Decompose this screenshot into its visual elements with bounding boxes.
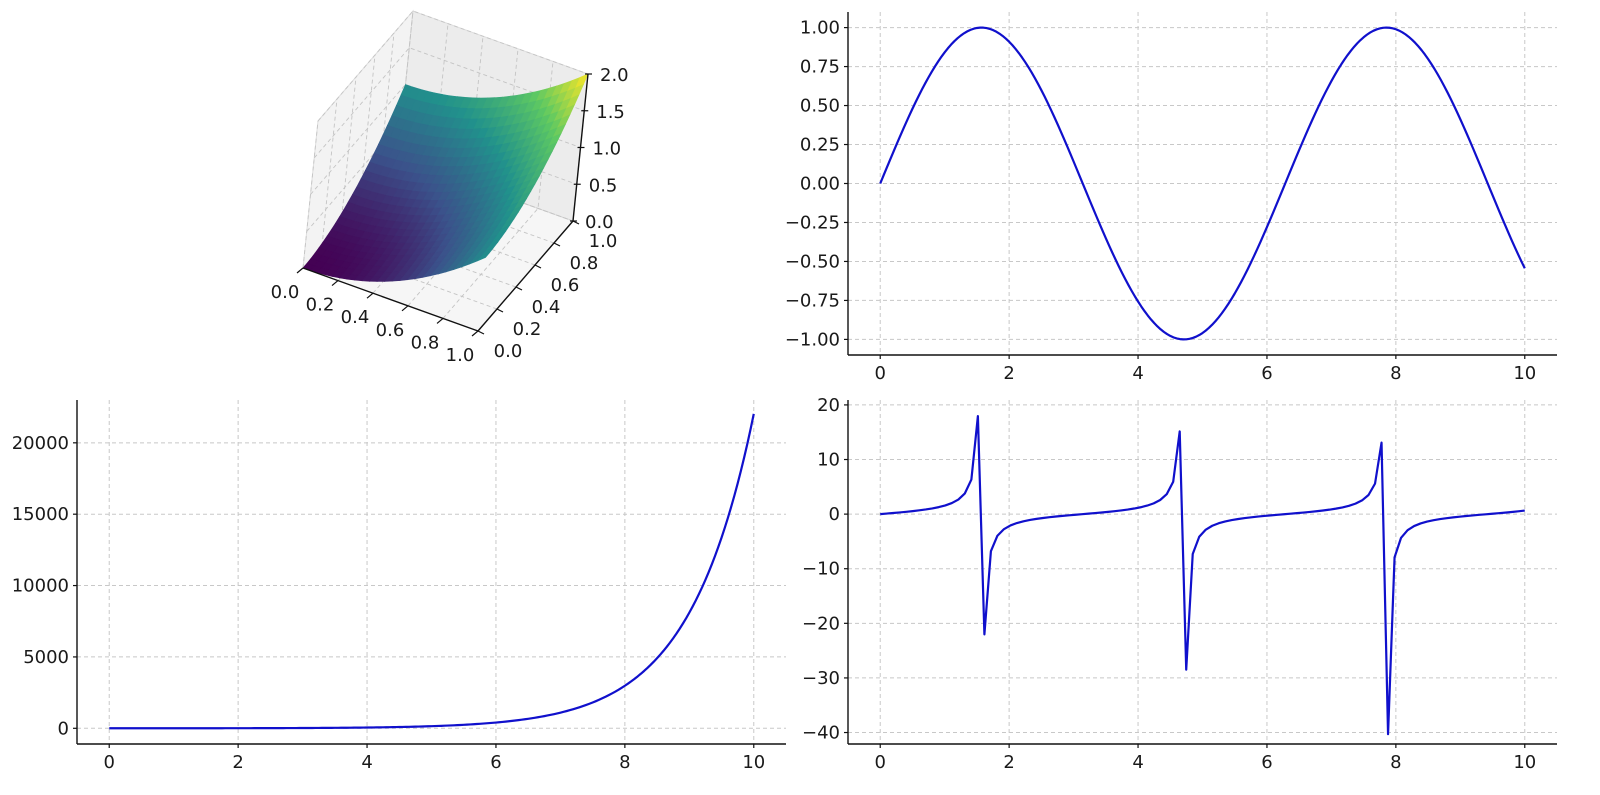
x-tick-mark-3d <box>296 267 304 274</box>
y-axis-line-3d <box>477 220 574 332</box>
x-tick-label: 6 <box>490 752 501 773</box>
x-tick-label: 4 <box>361 752 372 773</box>
surface-mesh <box>302 73 589 282</box>
y-tick-mark-3d <box>477 330 485 335</box>
y-tick-label: −20 <box>802 613 840 634</box>
y-tick-label: −0.25 <box>785 212 840 233</box>
x-tick-label: 0 <box>875 752 886 773</box>
y-tick-label: −1.00 <box>785 329 840 350</box>
exp-line-panel: 0 2 4 6 8 10 0 5000 10000 15000 20000 <box>12 400 786 773</box>
y-tick-label-3d: 0.0 <box>494 341 523 362</box>
series-line <box>109 413 755 730</box>
y-tick-label: −0.75 <box>785 290 840 311</box>
x-tick-label: 4 <box>1132 363 1143 384</box>
y-tick-label: 5000 <box>23 647 69 668</box>
surface-facet <box>477 252 490 262</box>
z-gridline-3d <box>313 47 585 159</box>
y-tick-label: 0.75 <box>800 57 840 78</box>
z-tick-label-3d: 0.5 <box>589 175 618 196</box>
x-tick-mark-3d <box>471 330 479 337</box>
x-tick-label: 8 <box>619 752 630 773</box>
z-tick-label-3d: 2.0 <box>600 65 629 86</box>
x-tick-label-3d: 0.8 <box>411 332 440 353</box>
x-tick-label-3d: 0.4 <box>341 307 370 328</box>
x-tick-label: 6 <box>1261 363 1272 384</box>
y-tick-label: 10 <box>817 450 840 471</box>
x-tick-label: 4 <box>1132 752 1143 773</box>
z-tick-label-3d: 1.0 <box>593 139 622 160</box>
y-tick-label: 0.25 <box>800 135 840 156</box>
y-tick-label: 0 <box>58 718 69 739</box>
y-tick-label: −0.50 <box>785 251 840 272</box>
series-line <box>880 414 1525 736</box>
y-tick-mark-3d <box>496 308 504 313</box>
y-tick-label: 0.50 <box>800 96 840 117</box>
z-tick-label-3d: 1.5 <box>596 102 625 123</box>
series-line <box>879 26 1526 341</box>
x-tick-label: 6 <box>1261 752 1272 773</box>
x-tick-label: 2 <box>1003 752 1014 773</box>
x-tick-mark-3d <box>401 305 409 312</box>
x-tick-mark-3d <box>366 292 374 299</box>
x-tick-label: 2 <box>1003 363 1014 384</box>
z-gridline-3d <box>317 10 589 122</box>
x-axis-line-3d <box>302 267 479 332</box>
x-tick-label: 10 <box>1513 752 1536 773</box>
x-tick-label: 8 <box>1390 363 1401 384</box>
z-tick-label-3d: 0.0 <box>585 212 614 233</box>
y-tick-label-3d: 0.8 <box>570 253 599 274</box>
y-tick-label: 1.00 <box>800 18 840 39</box>
x-tick-label: 2 <box>232 752 243 773</box>
x-tick-label: 10 <box>1513 363 1536 384</box>
x-tick-label: 0 <box>104 752 115 773</box>
y-tick-mark-3d <box>515 286 523 291</box>
x-tick-mark-3d <box>331 280 339 287</box>
tan-line-panel: 0 2 4 6 8 10 −40 −30 −20 −10 0 10 20 <box>802 395 1557 773</box>
y-tick-label: 20 <box>817 395 840 416</box>
x-tick-label-3d: 0.0 <box>271 282 300 303</box>
y-tick-label: −10 <box>802 559 840 580</box>
x-tick-label-3d: 0.2 <box>306 295 335 316</box>
y-tick-label: 10000 <box>12 576 69 597</box>
y-tick-label: 20000 <box>12 433 69 454</box>
surface-3d-panel: 0.00.20.40.60.81.0 0.00.20.40.60.81.00.00… <box>271 9 629 366</box>
y-tick-mark-3d <box>553 242 561 247</box>
x-tick-label-3d: 0.6 <box>376 320 405 341</box>
x-tick-label: 10 <box>742 752 765 773</box>
x-tick-mark-3d <box>436 317 444 324</box>
y-tick-mark-3d <box>534 264 542 269</box>
sine-line-panel: 0 2 4 6 8 10 −1.00 −0.75 −0.50 −0.25 0.00 0.25 0.50 0… <box>785 12 1557 384</box>
y-tick-label-3d: 0.6 <box>551 275 580 296</box>
y-tick-label-3d: 1.0 <box>589 231 618 252</box>
x-tick-label: 8 <box>1390 752 1401 773</box>
x-tick-label: 0 <box>875 363 886 384</box>
y-tick-label: −30 <box>802 668 840 689</box>
y-tick-label-3d: 0.4 <box>532 297 561 318</box>
y-tick-label: 0 <box>829 504 840 525</box>
x-tick-label-3d: 1.0 <box>446 345 475 366</box>
y-tick-label: 15000 <box>12 504 69 525</box>
y-tick-label: −40 <box>802 723 840 744</box>
y-tick-label-3d: 0.2 <box>513 319 542 340</box>
y-tick-label: 0.00 <box>800 174 840 195</box>
